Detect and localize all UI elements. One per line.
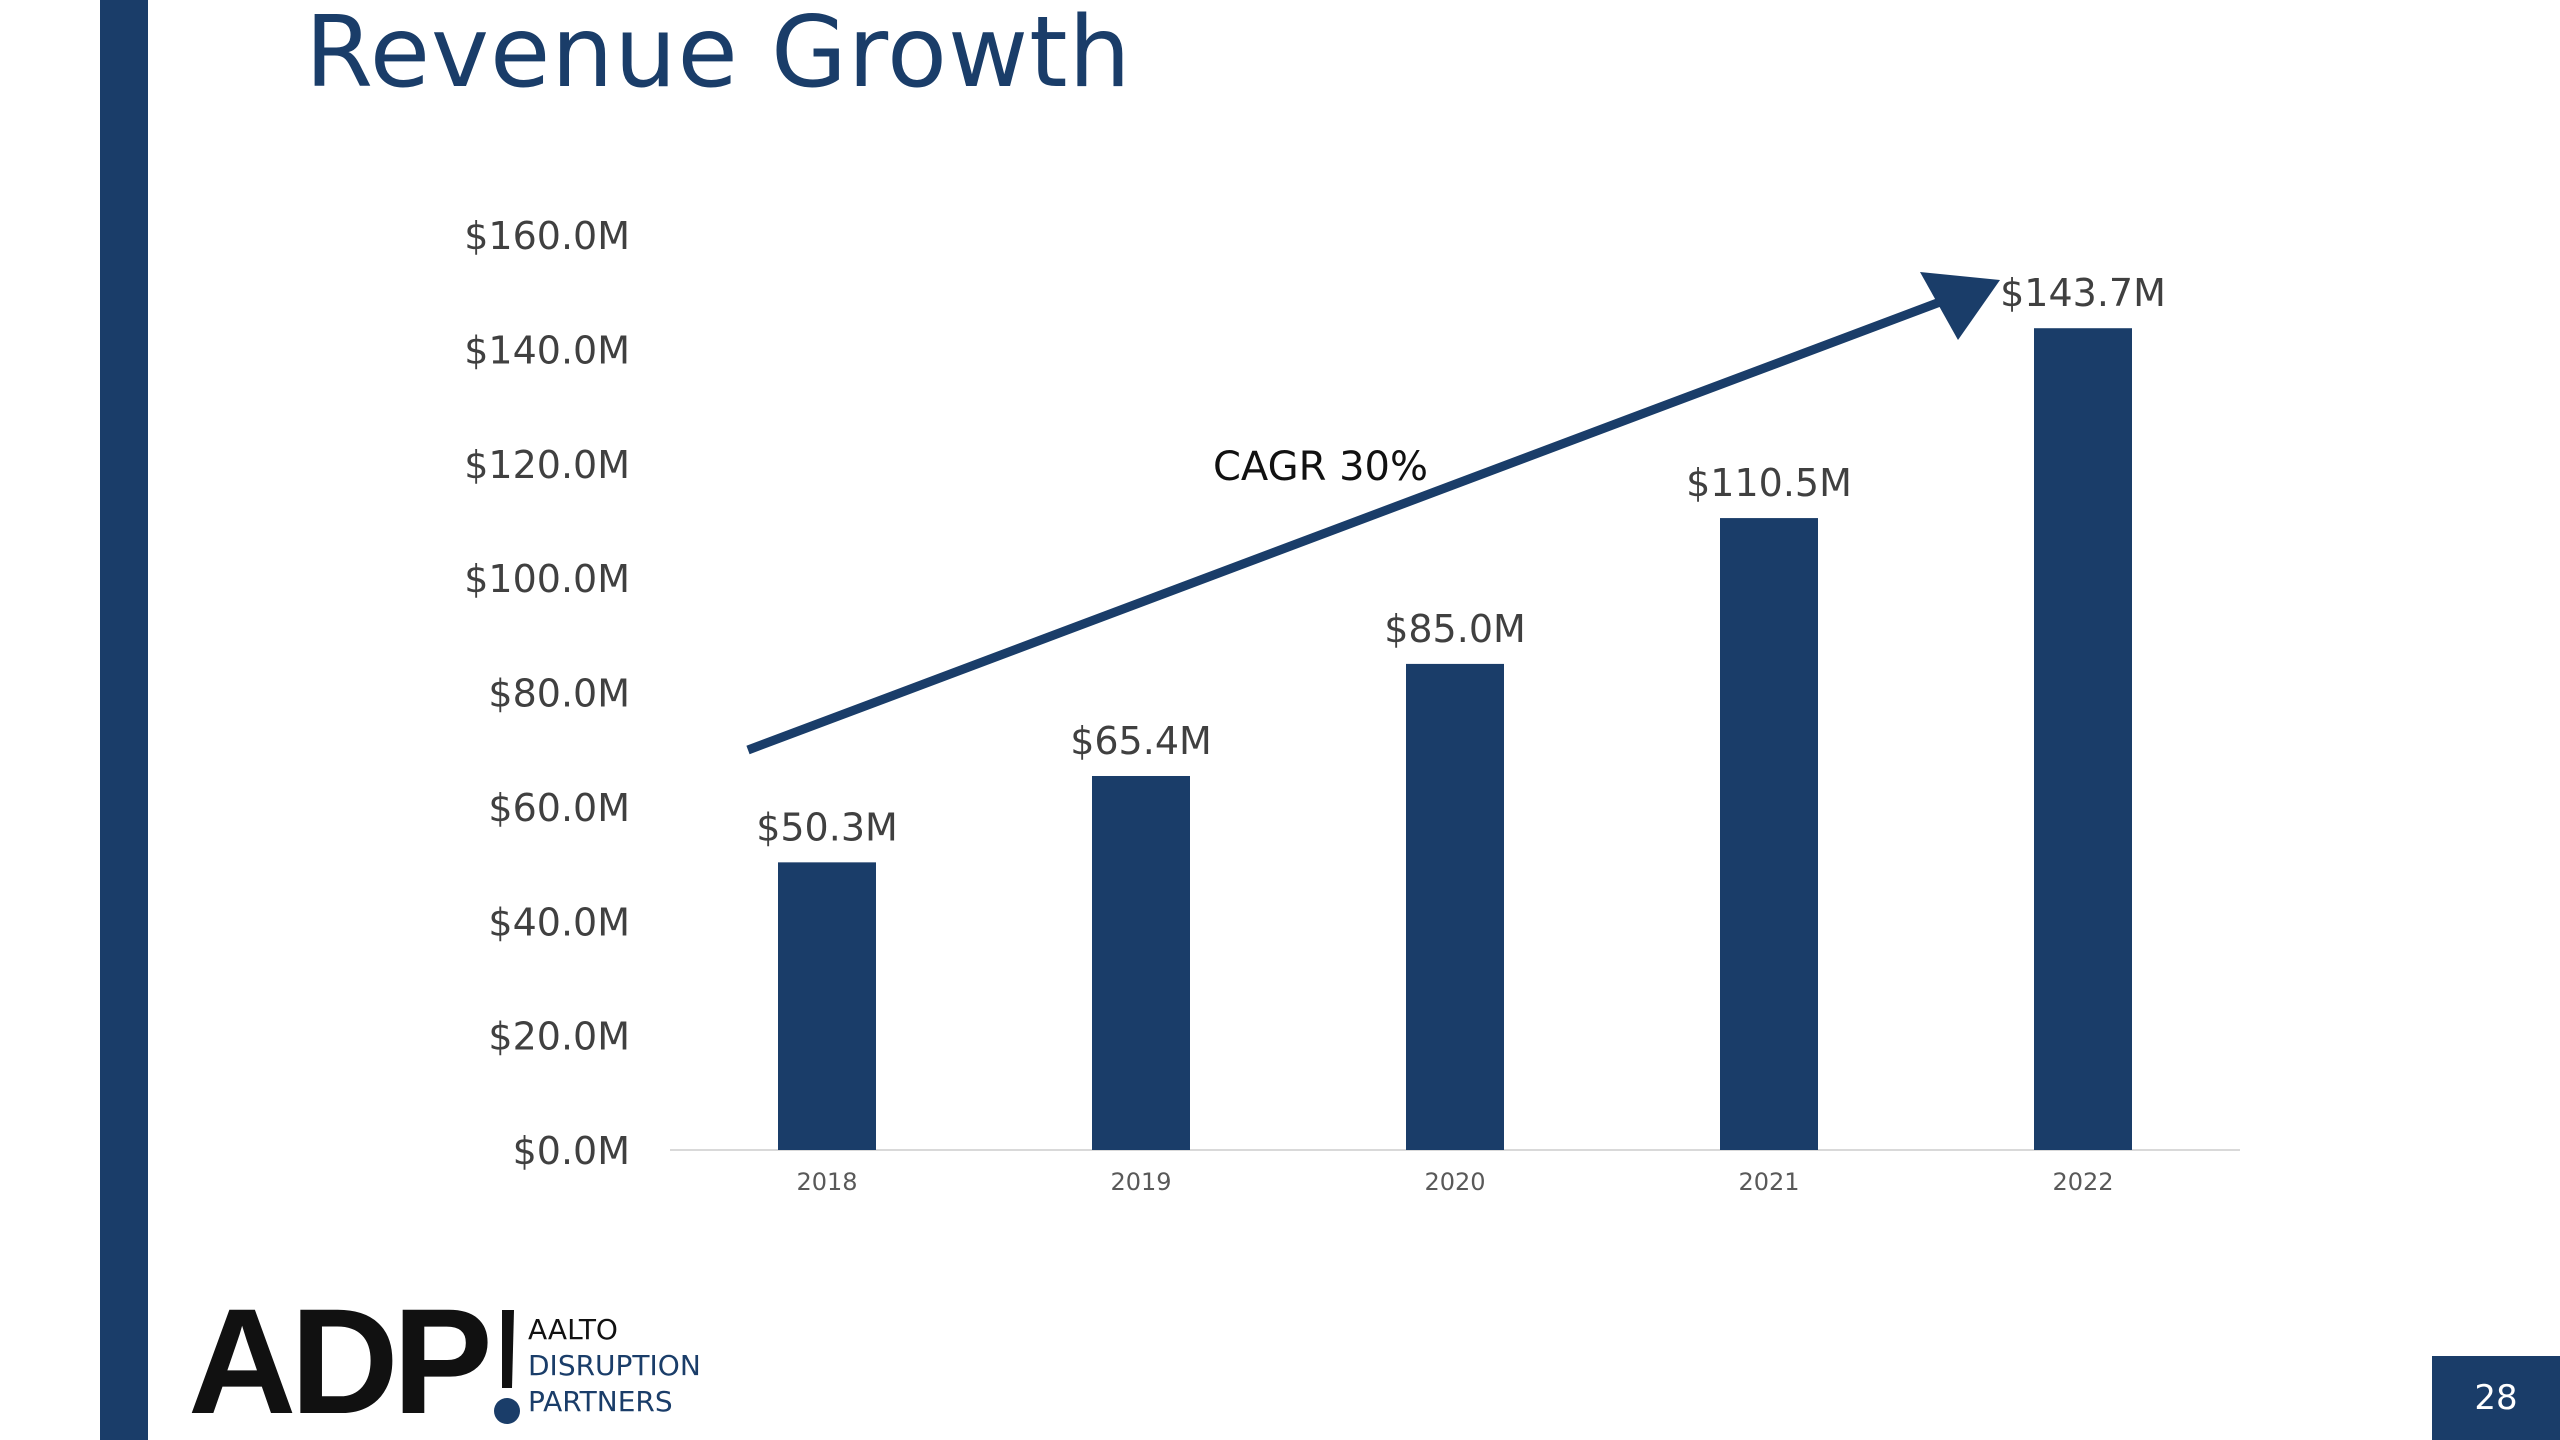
y-axis-tick-labels: $0.0M $20.0M $40.0M $60.0M $80.0M $100.0M $120… bbox=[464, 214, 630, 1173]
exclamation-icon bbox=[494, 1310, 520, 1424]
y-tick-label: $160.0M bbox=[464, 214, 630, 258]
bar-2018 bbox=[778, 862, 876, 1150]
data-label: $85.0M bbox=[1384, 607, 1526, 651]
data-label: $65.4M bbox=[1070, 719, 1212, 763]
bar-2019 bbox=[1092, 775, 1190, 1150]
bar-series bbox=[778, 328, 2132, 1150]
data-label: $50.3M bbox=[756, 805, 898, 849]
y-tick-label: $140.0M bbox=[464, 328, 630, 372]
bar-2022 bbox=[2034, 328, 2132, 1150]
logo-line-partners: PARTNERS bbox=[528, 1385, 673, 1418]
x-tick-label: 2018 bbox=[796, 1168, 857, 1196]
bar-2021 bbox=[1720, 518, 1818, 1150]
x-tick-label: 2020 bbox=[1424, 1168, 1485, 1196]
logo-line-disruption: DISRUPTION bbox=[528, 1349, 701, 1382]
x-tick-label: 2022 bbox=[2052, 1168, 2113, 1196]
y-tick-label: $60.0M bbox=[488, 786, 630, 830]
arrowhead-icon bbox=[1920, 272, 2000, 340]
y-tick-label: $80.0M bbox=[488, 672, 630, 716]
cagr-trend-arrow bbox=[746, 297, 1942, 755]
bar-data-labels: $50.3M $65.4M $85.0M $110.5M $143.7M bbox=[756, 271, 2166, 849]
y-tick-label: $0.0M bbox=[513, 1129, 630, 1173]
logo-line-aalto: AALTO bbox=[528, 1313, 618, 1346]
y-tick-label: $100.0M bbox=[464, 557, 630, 601]
page-number: 28 bbox=[2432, 1356, 2560, 1440]
y-tick-label: $120.0M bbox=[464, 443, 630, 487]
y-tick-label: $40.0M bbox=[488, 900, 630, 944]
left-accent-bar bbox=[100, 0, 148, 1440]
y-tick-label: $20.0M bbox=[488, 1015, 630, 1059]
bar-2020 bbox=[1406, 663, 1504, 1150]
cagr-annotation: CAGR 30% bbox=[1213, 444, 1428, 490]
logo-wordmark: AALTO DISRUPTION PARTNERS bbox=[528, 1312, 701, 1420]
data-label: $110.5M bbox=[1686, 461, 1852, 505]
slide-title: Revenue Growth bbox=[305, 0, 1132, 110]
logo-letters: ADP bbox=[188, 1277, 493, 1440]
data-label: $143.7M bbox=[2000, 271, 2166, 315]
x-axis-tick-labels: 2018 2019 2020 2021 2022 bbox=[796, 1168, 2113, 1196]
x-tick-label: 2021 bbox=[1738, 1168, 1799, 1196]
x-tick-label: 2019 bbox=[1110, 1168, 1171, 1196]
